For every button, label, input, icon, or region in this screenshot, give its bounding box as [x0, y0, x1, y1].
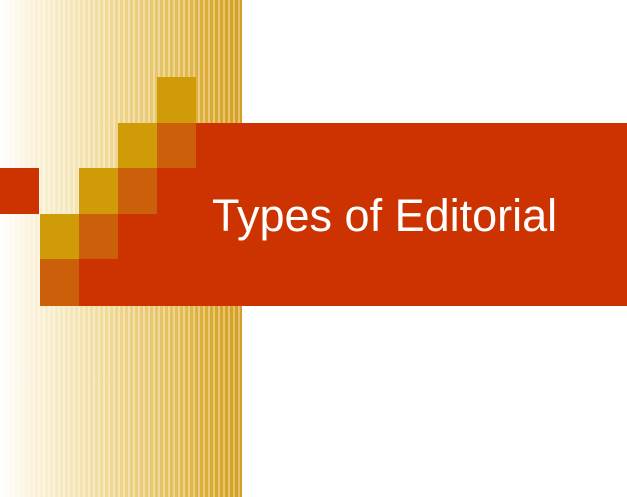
deco-square — [40, 259, 79, 306]
deco-square — [157, 123, 196, 168]
title-bar — [196, 123, 627, 306]
deco-square — [157, 77, 196, 123]
deco-square — [0, 168, 39, 214]
deco-square — [40, 214, 79, 259]
slide-title: Types of Editorial — [212, 190, 558, 241]
deco-square — [118, 123, 157, 168]
deco-square — [157, 168, 196, 214]
deco-square — [118, 168, 157, 214]
deco-square — [118, 214, 196, 259]
deco-square — [79, 168, 118, 214]
deco-square — [79, 259, 196, 306]
deco-square — [79, 214, 118, 259]
